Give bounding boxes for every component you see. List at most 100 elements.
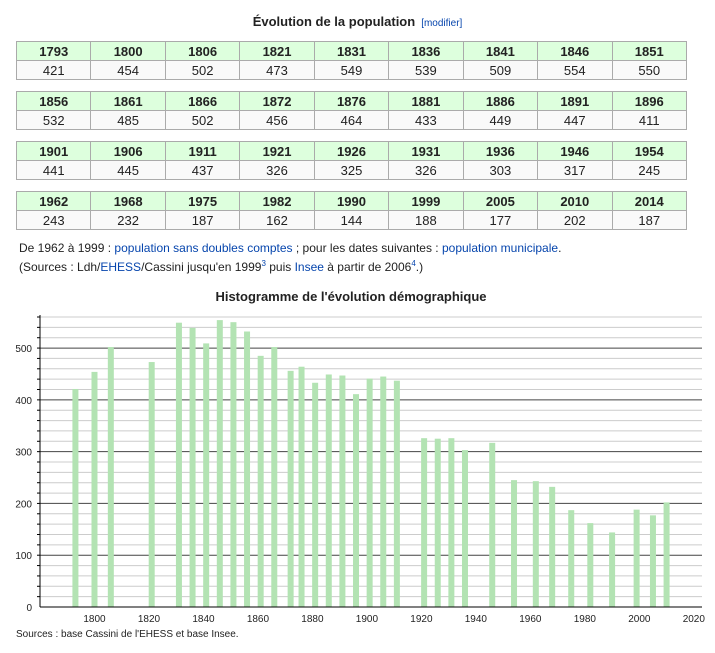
bar-1982 [587, 523, 594, 607]
bar-1906 [380, 376, 387, 607]
year-cell: 1921 [239, 141, 315, 161]
value-cell: 509 [462, 60, 539, 80]
year-cell: 1836 [388, 41, 464, 61]
title-text: Évolution de la population [252, 14, 416, 29]
year-cell: 1954 [611, 141, 687, 161]
bar-1999 [633, 509, 640, 607]
year-cell: 1999 [388, 191, 464, 211]
bar-1793 [72, 388, 79, 607]
year-cell: 1926 [313, 141, 390, 161]
link-population-municipale[interactable]: population municipale [441, 241, 559, 255]
value-cell: 456 [239, 110, 315, 130]
y-tick-label: 400 [15, 396, 32, 407]
text: .) [415, 260, 424, 274]
year-cell: 1851 [611, 41, 687, 61]
bar-1806 [107, 347, 114, 607]
value-cell: 445 [90, 160, 166, 180]
year-cell: 1793 [15, 41, 92, 61]
year-cell: 1856 [15, 91, 92, 111]
x-tick-label: 1840 [192, 614, 215, 625]
bar-1886 [325, 374, 332, 607]
year-cell: 1901 [15, 141, 92, 161]
year-cell: 1911 [164, 141, 241, 161]
value-cell: 550 [611, 60, 687, 80]
value-cell: 187 [164, 210, 241, 230]
x-tick-label: 1820 [138, 614, 161, 625]
text: De 1962 à 1999 : [19, 241, 115, 255]
value-cell: 411 [611, 110, 687, 130]
x-tick-label: 1880 [301, 614, 324, 625]
value-cell: 177 [462, 210, 539, 230]
y-tick-label: 100 [15, 551, 32, 562]
year-cell: 1990 [313, 191, 390, 211]
value-cell: 144 [313, 210, 390, 230]
value-cell: 326 [239, 160, 315, 180]
value-cell: 437 [164, 160, 241, 180]
bar-2010 [663, 502, 670, 607]
ref-3[interactable]: 3 [261, 259, 266, 268]
year-cell: 1891 [537, 91, 613, 111]
text: (Sources : Ldh/ [19, 260, 101, 274]
text: puis [265, 260, 295, 274]
bar-1876 [298, 366, 305, 607]
bar-1846 [216, 320, 223, 607]
year-row: 1962 1968 1975 1982 1990 1999 2005 2010 2014 [15, 191, 687, 211]
ref-4[interactable]: 4 [411, 259, 416, 268]
year-cell: 1931 [388, 141, 464, 161]
text: à partir de 2006 [323, 260, 412, 274]
bar-1800 [91, 371, 98, 607]
value-cell: 245 [611, 160, 687, 180]
bar-1872 [287, 370, 294, 607]
x-tick-label: 2020 [683, 614, 706, 625]
value-cell: 502 [164, 110, 241, 130]
year-cell: 1866 [164, 91, 241, 111]
value-cell: 188 [388, 210, 464, 230]
year-cell: 1872 [239, 91, 315, 111]
link-ehess[interactable]: EHESS [100, 260, 142, 274]
note-line-1: De 1962 à 1999 : population sans doubles… [19, 241, 561, 255]
population-table: 1901 1906 1911 1921 1926 1931 1936 1946 1954 441 4… [15, 141, 687, 180]
value-cell: 549 [313, 60, 390, 80]
value-cell: 303 [462, 160, 539, 180]
bar-1962 [532, 481, 539, 607]
value-cell: 554 [537, 60, 613, 80]
chart-source: Sources : base Cassini de l'EHESS et bas… [16, 629, 239, 640]
bar-1896 [353, 394, 360, 607]
population-table: 1962 1968 1975 1982 1990 1999 2005 2010 2014 243 2… [15, 191, 687, 230]
value-row: 532 485 502 456 464 433 449 447 411 [15, 110, 687, 130]
year-cell: 1831 [313, 41, 390, 61]
bar-1866 [271, 347, 278, 607]
link-insee[interactable]: Insee [294, 260, 324, 274]
year-cell: 1936 [462, 141, 539, 161]
year-cell: 1896 [611, 91, 687, 111]
value-cell: 473 [239, 60, 315, 80]
year-row: 1793 1800 1806 1821 1831 1836 1841 1846 1851 [15, 41, 687, 61]
edit-link[interactable]: [modifier] [421, 18, 463, 29]
bar-1881 [312, 382, 319, 607]
link-population-sans-doubles-comptes[interactable]: population sans doubles comptes [114, 241, 293, 255]
value-cell: 421 [15, 60, 92, 80]
bar-1861 [257, 355, 264, 607]
value-row: 421 454 502 473 549 539 509 554 550 [15, 60, 687, 80]
value-cell: 502 [164, 60, 241, 80]
text: . [558, 241, 562, 255]
value-cell: 447 [537, 110, 613, 130]
year-cell: 2005 [462, 191, 539, 211]
bar-1891 [339, 375, 346, 607]
bar-1936 [461, 450, 468, 607]
x-tick-label: 1940 [465, 614, 488, 625]
year-cell: 2014 [611, 191, 687, 211]
value-cell: 449 [462, 110, 539, 130]
bar-1831 [175, 322, 182, 607]
value-cell: 243 [15, 210, 92, 230]
bar-1821 [148, 362, 155, 607]
bar-1975 [568, 510, 575, 607]
section-title: Évolution de la population [modifier] [0, 14, 715, 29]
year-cell: 1821 [239, 41, 315, 61]
bar-1856 [244, 331, 251, 607]
value-cell: 485 [90, 110, 166, 130]
population-table: 1793 1800 1806 1821 1831 1836 1841 1846 1851 421 4… [15, 41, 687, 80]
year-cell: 1975 [164, 191, 241, 211]
population-table: 1856 1861 1866 1872 1876 1881 1886 1891 1896 532 4… [15, 91, 687, 130]
bar-1926 [434, 438, 441, 607]
